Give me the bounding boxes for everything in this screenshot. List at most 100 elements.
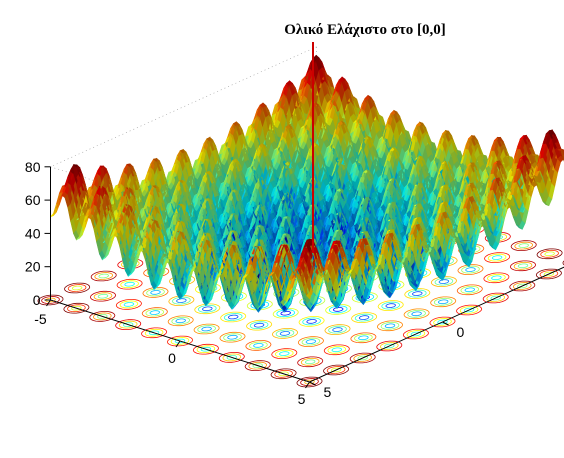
contour-ring (407, 309, 426, 318)
contour-ring (379, 342, 399, 350)
contour-ring (98, 273, 109, 279)
contour-ring (227, 334, 238, 340)
contour-ring (142, 287, 169, 298)
contour-ring (71, 285, 83, 291)
contour-ring (123, 302, 135, 307)
contour-ring (430, 296, 457, 308)
contour-ring (350, 332, 377, 344)
contour-ring (491, 255, 503, 260)
contour-ring (457, 264, 484, 275)
contour-ring (201, 326, 212, 332)
contour-ring (517, 263, 529, 269)
contour-ring (245, 340, 272, 351)
contour-ring (437, 319, 448, 325)
contour-ring (354, 313, 374, 322)
contour-ring (276, 309, 296, 318)
contour-ring (271, 328, 299, 339)
contour-ring (490, 295, 501, 301)
contour-ring (279, 351, 290, 356)
contour-ring (176, 298, 187, 303)
contour-ring (377, 300, 404, 311)
contour-ring (141, 307, 168, 318)
contour-ring (486, 294, 506, 302)
contour-ring (412, 291, 423, 296)
contour-ring (434, 277, 454, 286)
contour-ring (115, 299, 142, 310)
contour-ring (331, 347, 343, 353)
contour-ring (540, 249, 559, 258)
contour-ring (456, 304, 483, 316)
contour-ring (197, 325, 216, 333)
contour-ring (332, 307, 344, 312)
contour-ring (302, 317, 321, 326)
contour-ring (376, 320, 404, 332)
contour-ring (67, 284, 87, 292)
contour-ring (149, 310, 161, 315)
contour-ring (403, 308, 430, 320)
contour-ring (433, 318, 452, 326)
contour-ring (327, 345, 347, 354)
contour-ring (513, 261, 533, 270)
contour-ring (437, 299, 449, 305)
contour-ring (167, 315, 194, 327)
contour-ring (349, 352, 376, 364)
contour-ring (465, 267, 476, 272)
contour-ring (223, 313, 243, 321)
contour-ring (197, 304, 217, 313)
contour-ring (305, 339, 317, 344)
contour-ring (509, 280, 536, 292)
axes-backdrop (50, 46, 317, 382)
contour-ring (491, 275, 502, 281)
contour-ring (168, 295, 195, 306)
contour-ring (354, 333, 373, 342)
contour-ring (326, 366, 346, 374)
contour-ring (358, 315, 370, 320)
contour-ring (175, 318, 186, 324)
contour-ring (460, 285, 480, 294)
contour-ring (145, 308, 165, 317)
contour-ring (323, 364, 350, 376)
contour-ring (464, 287, 476, 293)
contour-ring (429, 316, 456, 328)
contour-ring (194, 303, 221, 315)
contour-ring (543, 271, 555, 277)
contour-ring (116, 278, 143, 290)
contour-ring (275, 329, 295, 338)
contour-ring (463, 307, 475, 313)
contour-ring (353, 354, 373, 362)
back-wall-edge (50, 46, 317, 168)
contour-ring (274, 349, 294, 358)
contour-ring (438, 279, 450, 284)
contour-ring (459, 306, 479, 314)
contour-ring (535, 268, 562, 280)
contour-ring (376, 340, 403, 352)
contour-ring (407, 289, 427, 298)
contour-ring (357, 355, 368, 361)
contour-ring (304, 359, 316, 365)
contour-ring (280, 310, 291, 316)
contour-ring (402, 328, 429, 340)
contour-ring (146, 288, 165, 297)
contour-ring (484, 252, 511, 263)
contour-ring (410, 331, 422, 337)
contour-ring (384, 323, 396, 329)
contour-ring (246, 299, 273, 311)
contour-ring (124, 281, 135, 287)
contour-ring (306, 319, 317, 324)
contour-ring (93, 292, 113, 301)
contour-ring (381, 301, 401, 310)
contour-ring (323, 344, 350, 356)
contour-ring (487, 253, 507, 262)
contour-ring (514, 241, 534, 250)
contour-ring (271, 348, 298, 359)
contour-ring (150, 290, 161, 295)
contour-ring (89, 290, 117, 302)
contour-ring (518, 243, 529, 248)
contour-ring (509, 260, 537, 272)
contour-ring (406, 330, 426, 338)
contour-ring (385, 303, 396, 308)
contour-ring (219, 331, 246, 343)
contour-ring (325, 304, 352, 315)
contour-ring (328, 305, 348, 314)
